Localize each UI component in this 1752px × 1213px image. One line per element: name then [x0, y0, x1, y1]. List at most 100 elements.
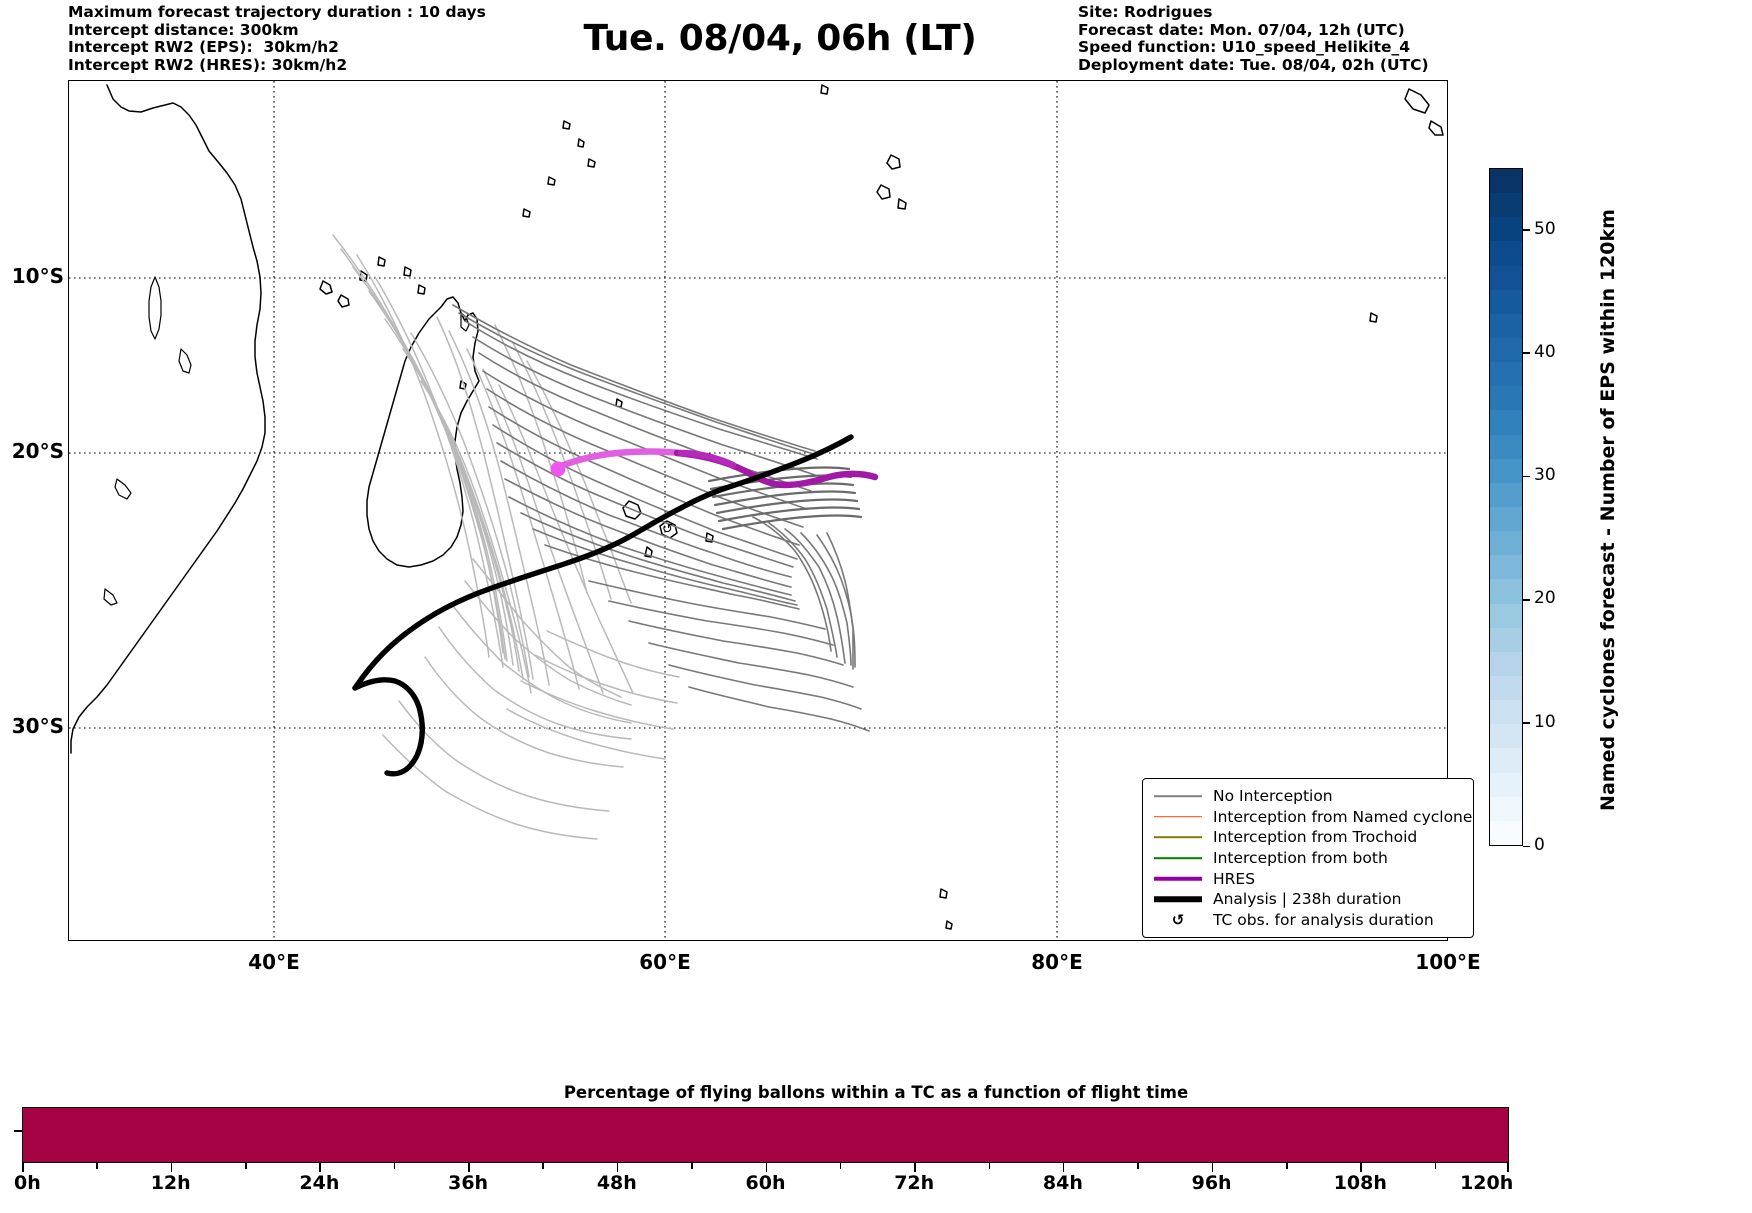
colorbar-band-22	[1490, 700, 1522, 725]
analysis-track	[352, 434, 854, 777]
colorbar-band-15	[1490, 531, 1522, 556]
colorbar-band-24	[1490, 748, 1522, 773]
legend-label-no-interception: No Interception	[1213, 787, 1333, 806]
colorbar-band-0	[1490, 169, 1522, 194]
legend-swatch-hres	[1152, 873, 1204, 885]
progress-label-12h: 12h	[150, 1172, 191, 1194]
colorbar-band-21	[1490, 675, 1522, 701]
progress-label-96h: 96h	[1191, 1172, 1232, 1194]
map-svg: ↺	[69, 81, 1446, 939]
colorbar-band-14	[1490, 506, 1522, 532]
legend-swatch-no-interception	[1152, 790, 1204, 802]
legend-label-hres: HRES	[1213, 869, 1256, 888]
colorbar-band-13	[1490, 482, 1522, 507]
colorbar-axis-label: Named cyclones forecast - Number of EPS …	[1597, 209, 1619, 811]
progress-label-48h: 48h	[596, 1172, 637, 1194]
progress-bar-track[interactable]	[22, 1107, 1509, 1163]
legend-label-interception-trochoid: Interception from Trochoid	[1213, 828, 1418, 847]
legend-swatch-interception-both	[1152, 852, 1204, 864]
coastlines	[70, 84, 1444, 930]
progress-tick-84h	[1062, 1163, 1065, 1172]
header-right-line-0: Site: Rodrigues	[1078, 3, 1213, 21]
progress-label-0h: 0h	[14, 1172, 41, 1194]
progress-axis-labels: 0h 12h 24h 36h 48h 60h 72h 84h 96h 108h 120h	[14, 1172, 1513, 1202]
legend-item-analysis[interactable]: Analysis | 238h duration	[1152, 889, 1464, 910]
colorbar-band-26	[1490, 796, 1522, 821]
hres-track	[550, 448, 879, 489]
legend-item-interception-named-cyclone[interactable]: Interception from Named cyclone	[1152, 807, 1472, 828]
colorbar-band-18	[1490, 603, 1522, 628]
legend-swatch-interception-trochoid	[1152, 831, 1204, 843]
colorbar-band-1	[1490, 193, 1522, 218]
progress-tick-minor-8	[1285, 1163, 1288, 1169]
ytick-label-30s: 30°S	[11, 714, 64, 738]
header-right-line-2: Speed function: U10_speed_Helikite_4	[1078, 38, 1411, 56]
colorbar-band-7	[1490, 337, 1522, 363]
progress-axis-ticks	[22, 1163, 1509, 1175]
progress-label-24h: 24h	[299, 1172, 340, 1194]
legend-item-no-interception[interactable]: No Interception	[1152, 786, 1464, 807]
ytick-label-10s: 10°S	[11, 264, 64, 288]
xtick-label-40e: 40°E	[248, 950, 300, 974]
legend-item-tc-obs[interactable]: ↺ TC obs. for analysis duration	[1152, 910, 1464, 931]
colorbar-band-16	[1490, 555, 1522, 580]
tc-obs-icon: ↺	[1171, 910, 1185, 929]
progress-tick-12h	[170, 1163, 173, 1172]
progress-tick-48h	[616, 1163, 619, 1172]
header-left-line-0: Maximum forecast trajectory duration : 1…	[68, 3, 486, 21]
progress-tick-minor-9	[1434, 1163, 1437, 1169]
colorbar-band-25	[1490, 772, 1522, 797]
progress-tick-minor-3	[542, 1163, 545, 1169]
progress-tick-72h	[914, 1163, 916, 1172]
progress-label-120h: 120h	[1460, 1172, 1514, 1194]
page-title: Tue. 08/04, 06h (LT)	[583, 18, 977, 59]
progress-tick-96h	[1211, 1163, 1214, 1172]
colorbar-ticks: 0 10 20 30 40 50	[1523, 168, 1583, 855]
colorbar-band-2	[1490, 217, 1522, 242]
legend-item-hres[interactable]: HRES	[1152, 868, 1464, 889]
progress-tick-minor-4	[691, 1163, 693, 1169]
legend-item-interception-trochoid[interactable]: Interception from Trochoid	[1152, 827, 1464, 848]
colorbar-band-5	[1490, 289, 1522, 314]
colorbar-band-27	[1490, 820, 1522, 845]
progress-tick-minor-1	[245, 1163, 247, 1169]
progress-tick-0h	[22, 1163, 24, 1172]
header-right-line-3: Deployment date: Tue. 08/04, 02h (UTC)	[1078, 55, 1429, 74]
progress-left-tick	[14, 1130, 22, 1132]
graticule	[69, 81, 1446, 939]
progress-bar-fill	[23, 1108, 1508, 1162]
xtick-label-100e: 100°E	[1415, 950, 1481, 974]
legend-swatch-analysis	[1152, 893, 1204, 905]
xtick-label-80e: 80°E	[1031, 950, 1083, 974]
colorbar-band-6	[1490, 313, 1522, 338]
header-left-info: Maximum forecast trajectory duration : 1…	[68, 3, 628, 74]
progress-tick-24h	[319, 1163, 321, 1172]
progress-label-72h: 72h	[894, 1172, 935, 1194]
progress-tick-minor-2	[393, 1163, 396, 1169]
progress-tick-36h	[468, 1163, 470, 1172]
progress-tick-minor-5	[839, 1163, 842, 1169]
colorbar-band-9	[1490, 386, 1522, 411]
progress-tick-minor-0	[96, 1163, 98, 1169]
map-legend[interactable]: No Interception Interception from Named c…	[1142, 778, 1474, 939]
progress-tick-108h	[1360, 1163, 1362, 1172]
progress-tick-minor-6	[988, 1163, 991, 1169]
progress-bar-title: Percentage of flying ballons within a TC…	[563, 1083, 1189, 1102]
progress-label-60h: 60h	[745, 1172, 786, 1194]
colorbar[interactable]	[1489, 168, 1523, 846]
colorbar-band-20	[1490, 651, 1522, 676]
progress-tick-120h	[1507, 1163, 1509, 1172]
xtick-label-60e: 60°E	[639, 950, 691, 974]
colorbar-band-4	[1490, 265, 1522, 290]
ytick-label-20s: 20°S	[11, 439, 64, 463]
legend-swatch-interception-named-cyclone	[1152, 811, 1204, 823]
legend-label-tc-obs: TC obs. for analysis duration	[1213, 910, 1434, 929]
progress-label-84h: 84h	[1042, 1172, 1083, 1194]
progress-label-36h: 36h	[448, 1172, 489, 1194]
header-right-info: Site: Rodrigues Forecast date: Mon. 07/04…	[1078, 3, 1538, 74]
legend-item-interception-both[interactable]: Interception from both	[1152, 848, 1464, 869]
progress-tick-minor-7	[1137, 1163, 1139, 1169]
colorbar-band-8	[1490, 362, 1522, 387]
legend-label-interception-named-cyclone: Interception from Named cyclone	[1213, 807, 1473, 826]
colorbar-band-17	[1490, 579, 1522, 604]
